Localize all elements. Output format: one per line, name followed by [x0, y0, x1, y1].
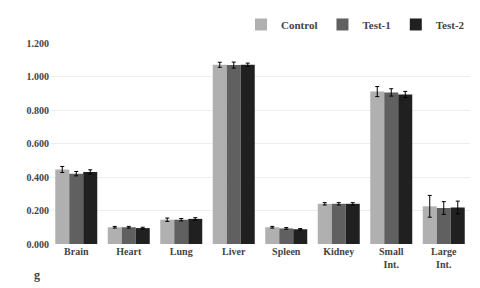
svg-text:0.400: 0.400 [27, 172, 50, 183]
svg-text:Liver: Liver [222, 246, 246, 257]
svg-text:Lung: Lung [170, 246, 193, 257]
svg-text:0.800: 0.800 [27, 105, 50, 116]
svg-text:Kidney: Kidney [323, 246, 354, 257]
svg-text:Control: Control [281, 19, 317, 31]
svg-text:1.200: 1.200 [27, 38, 50, 49]
svg-text:0.000: 0.000 [27, 239, 50, 250]
svg-text:0.600: 0.600 [27, 138, 50, 149]
svg-text:1.000: 1.000 [27, 71, 50, 82]
svg-text:g: g [34, 268, 40, 282]
svg-text:SmallInt.: SmallInt. [379, 246, 404, 270]
svg-text:Test-1: Test-1 [362, 19, 390, 31]
svg-text:Test-2: Test-2 [436, 19, 465, 31]
svg-text:Brain: Brain [64, 246, 89, 257]
svg-text:0.200: 0.200 [27, 205, 50, 216]
svg-text:LargeInt.: LargeInt. [431, 246, 457, 270]
svg-text:Spleen: Spleen [272, 246, 301, 257]
svg-text:Heart: Heart [116, 246, 142, 257]
